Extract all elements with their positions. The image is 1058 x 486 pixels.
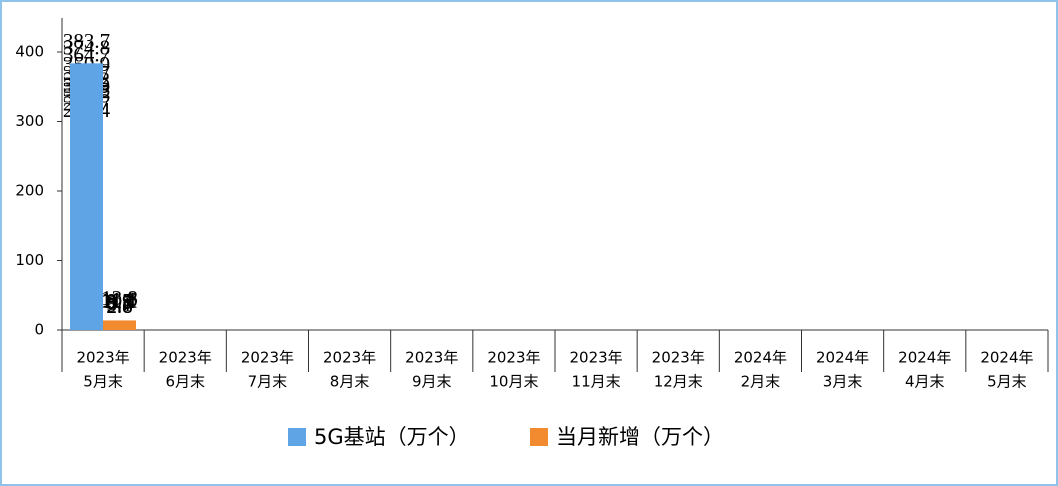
value-label: 374.8	[63, 35, 110, 59]
x-tick-label: 12月末	[654, 373, 703, 391]
x-tick-label: 2月末	[741, 373, 781, 391]
value-label: 364.7	[63, 42, 110, 66]
x-tick-label: 2023年	[569, 349, 622, 367]
x-tick-label: 2023年	[487, 349, 540, 367]
x-tick-label: 3月末	[823, 373, 863, 391]
x-tick-label: 5月末	[83, 373, 123, 391]
legend-label: 5G基站（万个）	[314, 425, 470, 449]
value-label: 11.1	[102, 288, 138, 312]
x-tick-label: 2024年	[898, 349, 951, 367]
x-tick-label: 2023年	[323, 349, 376, 367]
x-tick-label: 5月末	[987, 373, 1027, 391]
y-tick-label: 400	[15, 43, 44, 61]
y-tick-label: 0	[34, 321, 44, 339]
legend-swatch	[288, 428, 306, 446]
value-label: 5.1	[106, 292, 132, 316]
value-label: 9.5	[106, 289, 132, 313]
value-label: 8.9	[106, 290, 132, 314]
bar	[103, 323, 136, 330]
x-tick-label: 2023年	[652, 349, 705, 367]
legend-swatch	[530, 428, 548, 446]
x-tick-label: 2023年	[159, 349, 212, 367]
x-tick-label: 7月末	[248, 373, 288, 391]
y-tick-label: 100	[15, 251, 44, 269]
x-tick-label: 2024年	[734, 349, 787, 367]
value-label: 6.7	[106, 291, 132, 315]
x-tick-label: 4月末	[905, 373, 945, 391]
bar	[70, 63, 103, 331]
x-tick-label: 2024年	[980, 349, 1033, 367]
value-label: 11.8	[102, 288, 138, 312]
x-tick-label: 2023年	[76, 349, 129, 367]
value-label: 10.1	[101, 289, 138, 313]
x-tick-label: 6月末	[165, 373, 205, 391]
x-tick-label: 2023年	[405, 349, 458, 367]
value-label: 8.3	[106, 290, 132, 314]
y-tick-label: 200	[15, 182, 44, 200]
x-tick-label: 11月末	[572, 373, 621, 391]
x-tick-label: 2023年	[241, 349, 294, 367]
x-tick-label: 8月末	[330, 373, 370, 391]
value-label: 9.3	[106, 289, 132, 313]
value-label: 2.8	[106, 294, 132, 318]
value-label: 383.7	[63, 29, 110, 53]
x-tick-label: 10月末	[489, 373, 538, 391]
value-label: 13.8	[101, 286, 138, 310]
legend-label: 当月新增（万个）	[556, 425, 724, 449]
x-tick-label: 9月末	[412, 373, 452, 391]
y-tick-label: 300	[15, 112, 44, 130]
value-label: 2.6	[106, 294, 132, 318]
x-tick-label: 2024年	[816, 349, 869, 367]
